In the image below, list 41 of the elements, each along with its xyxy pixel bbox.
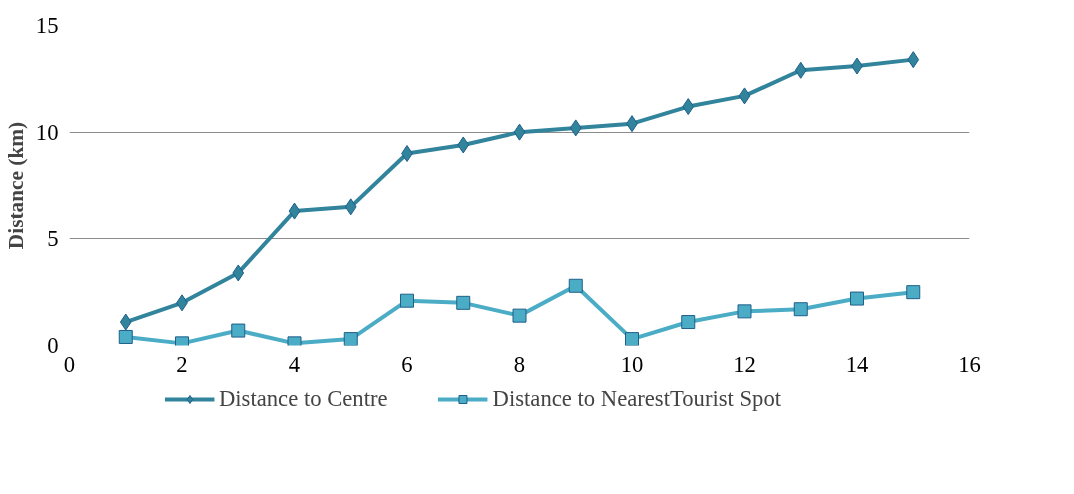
point [343, 332, 358, 346]
y-tick-label: 10 [35, 119, 59, 145]
legend-label: Distance to Centre [218, 386, 388, 412]
point [457, 136, 470, 154]
point [850, 291, 864, 306]
point [456, 295, 471, 310]
y-axis-title: Distance (km) [3, 121, 28, 250]
x-tick-label: 2 [176, 351, 188, 377]
x-tick-label: 14 [845, 351, 869, 377]
legend-label: Distance to NearestTourist Spot [492, 386, 782, 412]
point [231, 323, 246, 338]
point [793, 302, 808, 317]
point [738, 87, 751, 105]
point [568, 278, 583, 293]
point [513, 123, 526, 141]
y-tick-label: 0 [47, 333, 59, 358]
point [119, 313, 132, 331]
point [400, 293, 414, 308]
x-tick-label: 6 [401, 351, 413, 377]
x-tick-label: 12 [733, 351, 756, 377]
point [288, 202, 301, 220]
x-tick-label: 10 [620, 351, 644, 377]
point [512, 308, 527, 323]
point [569, 119, 582, 137]
point [682, 98, 695, 116]
point [344, 198, 357, 216]
x-tick-label: 0 [63, 351, 76, 377]
point [118, 329, 133, 344]
point [681, 315, 696, 330]
point [401, 145, 413, 162]
point [794, 61, 807, 79]
point [907, 51, 920, 69]
point [906, 285, 921, 300]
y-tick-label: 15 [35, 13, 59, 38]
y-tick-label: 5 [47, 226, 59, 252]
point [232, 264, 245, 282]
x-tick-label: 16 [958, 351, 981, 377]
point [625, 332, 639, 346]
x-tick-label: 8 [513, 351, 526, 377]
point [737, 304, 752, 319]
x-tick-label: 4 [288, 351, 301, 377]
